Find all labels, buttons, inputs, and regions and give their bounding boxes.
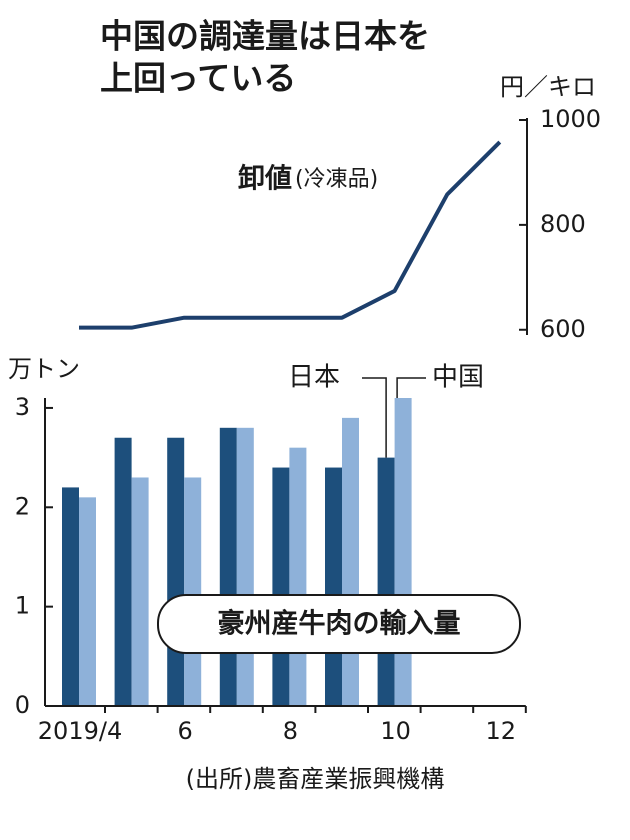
y2-tick-label: 600 [540,315,586,343]
y-tick-label: 2 [15,492,30,520]
x-tick-label: 12 [486,717,517,745]
bar [289,447,307,706]
bar [62,487,79,706]
x-tick-label: 10 [380,717,411,745]
line [79,140,502,330]
y-tick-label: 0 [15,691,30,719]
chart-title: 上回っている [100,59,296,98]
bar [184,477,202,706]
x-tick-label: 8 [283,717,298,745]
bar [325,467,342,706]
y-tick-label: 1 [15,592,30,620]
bar [79,497,96,706]
y-tick-label: 3 [15,393,30,421]
line-label: 卸値 [238,163,292,195]
source: (出所)農畜産業振興機構 [186,765,445,793]
bar [236,427,254,706]
y2-axis-label: 円／キロ [500,73,596,101]
bar [114,437,132,706]
bar [219,427,237,706]
y2-tick-label: 1000 [540,105,601,133]
bar [394,398,412,706]
chart-title: 中国の調達量は日本を [100,17,430,56]
annotation-box [157,594,521,654]
bar [272,467,290,706]
line-note: (冷凍品) [295,167,378,192]
bar [167,437,185,706]
y-axis-label: 万トン [8,355,80,383]
bar [342,417,359,706]
legend-label: 中国 [432,363,484,393]
bar [377,457,395,706]
x-tick-label: 6 [178,717,193,745]
bar [131,477,149,706]
legend-leader [396,377,426,398]
x-tick-label: 2019/4 [38,717,122,745]
annotation: 豪州産牛肉の輸入量 [218,608,461,640]
y2-tick-label: 800 [540,210,586,238]
legend-label: 日本 [288,363,340,393]
legend-leader [362,377,387,458]
